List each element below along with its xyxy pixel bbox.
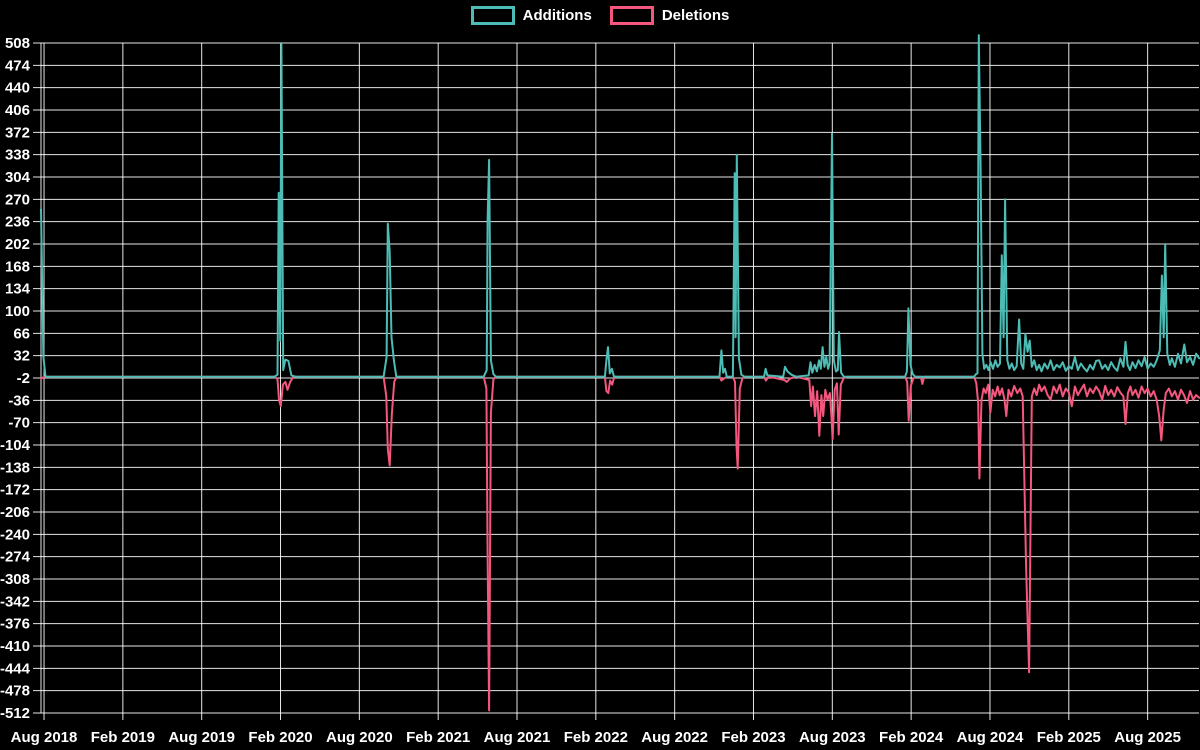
x-tick-label: Feb 2020 <box>248 729 312 746</box>
y-tick-label: -376 <box>0 616 30 633</box>
x-tick-label: Aug 2018 <box>11 729 78 746</box>
y-tick-label: -104 <box>0 437 31 454</box>
y-tick-label: -444 <box>0 660 31 677</box>
legend-label-additions: Additions <box>522 7 592 24</box>
y-tick-label: -478 <box>0 683 30 700</box>
additions-swatch-icon <box>470 6 515 25</box>
y-tick-label: 66 <box>13 325 30 342</box>
y-tick-label: 304 <box>5 169 31 186</box>
y-tick-label: 440 <box>5 80 30 97</box>
y-tick-label: -2 <box>17 370 30 387</box>
x-tick-label: Feb 2022 <box>564 729 628 746</box>
y-tick-label: -512 <box>0 705 30 722</box>
legend-label-deletions: Deletions <box>661 7 730 24</box>
y-tick-label: 406 <box>5 102 30 119</box>
y-tick-label: 202 <box>5 236 30 253</box>
y-tick-label: -36 <box>8 392 30 409</box>
y-tick-label: -274 <box>0 549 31 566</box>
y-tick-label: 100 <box>5 303 30 320</box>
x-tick-label: Feb 2019 <box>91 729 155 746</box>
y-tick-label: -410 <box>0 638 30 655</box>
x-tick-label: Aug 2023 <box>799 729 866 746</box>
legend-item-deletions[interactable]: Deletions <box>609 6 730 25</box>
legend-item-additions[interactable]: Additions <box>470 6 592 25</box>
y-tick-label: 168 <box>5 258 30 275</box>
y-tick-label: -138 <box>0 459 30 476</box>
x-tick-label: Feb 2025 <box>1037 729 1101 746</box>
y-tick-label: 236 <box>5 214 30 231</box>
x-tick-label: Aug 2024 <box>957 729 1024 746</box>
additions-line <box>40 34 1200 378</box>
y-tick-label: -172 <box>0 482 30 499</box>
y-tick-label: -206 <box>0 504 30 521</box>
deletions-swatch-icon <box>609 6 654 25</box>
y-tick-label: 372 <box>5 124 30 141</box>
x-tick-label: Aug 2025 <box>1114 729 1181 746</box>
x-tick-label: Feb 2021 <box>406 729 470 746</box>
y-tick-label: -342 <box>0 593 30 610</box>
x-tick-label: Aug 2021 <box>484 729 551 746</box>
y-tick-label: 32 <box>13 348 30 365</box>
y-tick-label: 508 <box>5 35 30 52</box>
x-tick-label: Aug 2022 <box>641 729 708 746</box>
deletions-line <box>40 375 1200 712</box>
chart-legend: Additions Deletions <box>0 6 1200 25</box>
x-tick-label: Feb 2024 <box>879 729 944 746</box>
x-tick-label: Aug 2020 <box>326 729 393 746</box>
x-tick-label: Aug 2019 <box>168 729 235 746</box>
y-tick-label: 338 <box>5 147 30 164</box>
y-tick-label: 134 <box>5 281 31 298</box>
y-tick-label: -240 <box>0 526 30 543</box>
x-tick-label: Feb 2023 <box>721 729 785 746</box>
y-tick-label: 270 <box>5 191 30 208</box>
y-tick-label: -70 <box>8 415 30 432</box>
y-tick-label: 474 <box>5 57 31 74</box>
y-tick-label: -308 <box>0 571 30 588</box>
